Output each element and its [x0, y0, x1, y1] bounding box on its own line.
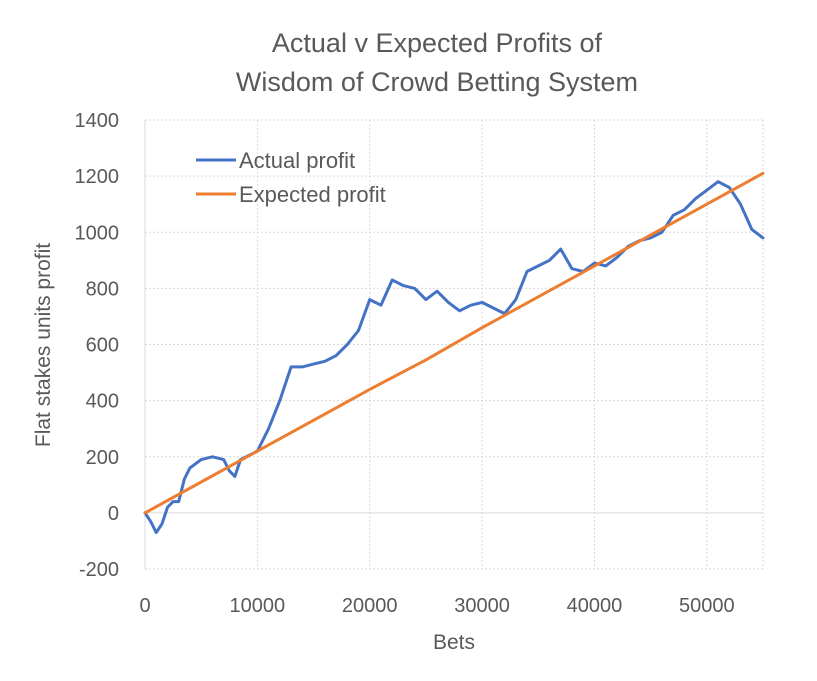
x-axis-title: Bets	[433, 631, 475, 654]
y-axis-title: Flat stakes units profit	[32, 243, 55, 447]
x-tick-label: 50000	[679, 595, 735, 617]
chart-title-line-2: Wisdom of Crowd Betting System	[236, 67, 638, 97]
y-tick-label: 600	[86, 335, 119, 357]
y-tick-label: 1000	[75, 222, 120, 244]
y-tick-label: 0	[108, 503, 119, 525]
series-line-actual-profit	[143, 180, 765, 534]
x-tick-label: 30000	[454, 595, 510, 617]
axis-layer: -200 0 200 400 600 800 1000 1200 1400 0 10000 20000…	[75, 110, 763, 617]
x-tick-label: 10000	[230, 595, 286, 617]
y-tick-label: 1400	[75, 110, 120, 132]
legend-label-actual: Actual profit	[239, 148, 355, 173]
series-line-expected-profit	[143, 171, 765, 515]
x-tick-label: 40000	[567, 595, 623, 617]
y-tick-label: 200	[86, 447, 119, 469]
y-tick-label: -200	[79, 559, 119, 581]
legend-label-expected: Expected profit	[239, 182, 386, 207]
y-tick-label: 400	[86, 391, 119, 413]
chart-title-line-1: Actual v Expected Profits of	[272, 28, 603, 58]
x-tick-label: 0	[139, 595, 150, 617]
legend: Actual profit Expected profit	[196, 148, 386, 207]
y-tick-label: 800	[86, 278, 119, 300]
series-layer	[143, 171, 765, 534]
x-tick-label: 20000	[342, 595, 398, 617]
y-tick-label: 1200	[75, 166, 120, 188]
